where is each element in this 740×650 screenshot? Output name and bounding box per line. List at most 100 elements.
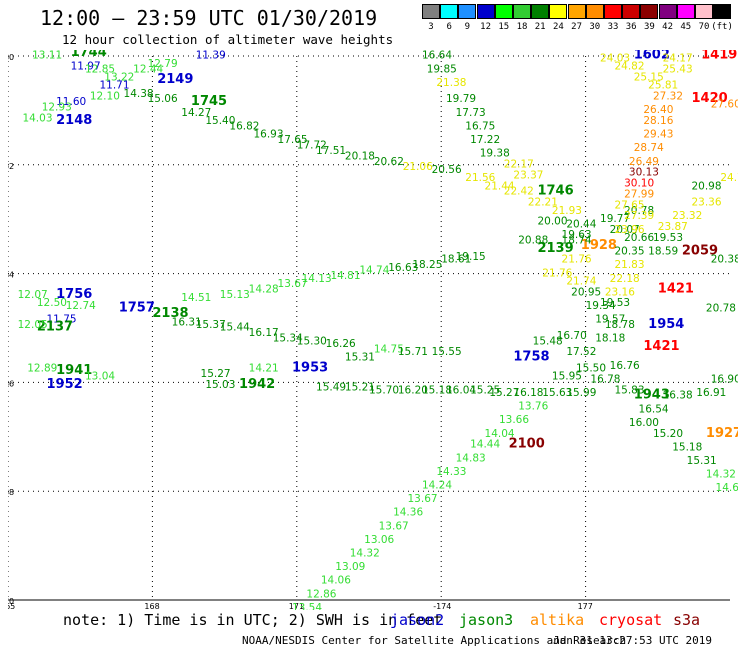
wave-height-label: 11.75: [47, 314, 77, 326]
wave-height-label: 16.04: [446, 384, 476, 396]
wave-height-label: 14.32: [350, 547, 380, 559]
wave-height-label: 21.44: [485, 180, 515, 192]
wave-height-label: 14.24: [422, 479, 452, 491]
wave-height-label: 20.07: [610, 224, 640, 236]
wave-height-label: 11.97: [71, 61, 101, 73]
lon-tick-label: 165: [8, 602, 15, 610]
wave-height-label: 12.50: [37, 297, 67, 309]
scale-label: 30: [589, 22, 601, 32]
wave-height-label: 15.06: [148, 93, 178, 105]
time-label: 1419: [701, 50, 737, 63]
wave-height-label: 20.38: [711, 254, 738, 266]
wave-height-label: 20.95: [571, 286, 601, 298]
wave-height-label: 12.86: [306, 588, 336, 600]
wave-height-label: 15.95: [552, 371, 582, 383]
wave-height-label: 15.31: [345, 352, 375, 364]
wave-height-label: 22.42: [504, 186, 534, 198]
scale-label: (ft): [711, 22, 733, 32]
wave-height-label: 26.49: [629, 156, 659, 168]
time-label: 2137: [37, 320, 73, 335]
wave-height-label: 18.74: [562, 235, 592, 247]
time-label: 1420: [691, 91, 727, 106]
wave-height-label: 12.93: [42, 101, 72, 113]
wave-height-label: 27.99: [624, 188, 654, 200]
wave-height-label: 16.63: [388, 262, 418, 274]
note-text: note: 1) Time is in UTC; 2) SWH is in fe…: [63, 611, 443, 629]
wave-height-label: 25.43: [663, 63, 693, 75]
scale-swatch: [658, 4, 677, 19]
wave-height-label: 14.51: [181, 292, 211, 304]
lat-tick-label: -68: [8, 488, 14, 497]
wave-height-label: 15.03: [205, 379, 235, 391]
wave-height-label: 14.75: [374, 343, 404, 355]
wave-height-label: 17.65: [278, 134, 308, 146]
scale-label: 3: [428, 22, 434, 32]
wave-height-label: 23.16: [605, 286, 635, 298]
wave-height-label: 15.27: [489, 387, 519, 399]
wave-height-label: 14.27: [181, 107, 211, 119]
wave-height-label: 16.54: [639, 403, 669, 415]
wave-height-label: 25.15: [634, 71, 664, 83]
wave-height-label: 21.76: [562, 254, 592, 266]
wave-height-label: 14.83: [456, 452, 486, 464]
wave-height-label: 19.63: [562, 229, 592, 241]
wave-height-label: 14.36: [393, 507, 423, 519]
wave-height-label: 14.33: [436, 466, 466, 478]
scale-swatch: [458, 4, 477, 19]
wave-height-label: 23.37: [513, 169, 543, 181]
page-subtitle: 12 hour collection of altimeter wave hei…: [62, 32, 394, 47]
wave-height-label: 12.44: [133, 63, 163, 75]
time-label: 2149: [157, 72, 193, 87]
wave-height-label: 14.38: [124, 88, 154, 100]
time-label: 2059: [682, 244, 718, 259]
wave-height-label: 15.31: [687, 455, 717, 467]
wave-height-label: 16.00: [629, 417, 659, 429]
wave-height-label: 12.05: [18, 319, 48, 331]
time-label: 1758: [513, 350, 549, 365]
wave-height-label: 20.78: [624, 205, 654, 217]
scale-label: 9: [464, 22, 471, 32]
time-label: 1421: [643, 339, 679, 354]
scale-label: 24: [552, 22, 564, 32]
wave-height-label: 24.03: [600, 52, 630, 64]
wave-height-label: 23.32: [672, 210, 702, 222]
scale-swatch: [713, 4, 732, 19]
wave-height-label: 13.76: [518, 401, 548, 413]
wave-height-label: 21.38: [436, 77, 466, 89]
wave-height-label: 20.66: [624, 232, 654, 244]
page-title: 12:00 – 23:59 UTC 01/30/2019: [40, 6, 378, 30]
legend-s3a: s3a: [673, 611, 701, 629]
wave-height-label: 17.52: [566, 346, 596, 358]
wave-height-label: 13.11: [32, 50, 62, 62]
wave-height-label: 24.82: [614, 61, 644, 73]
scale-swatch: [549, 4, 568, 19]
wave-height-label: 29.43: [643, 129, 673, 141]
lat-tick-label: -62: [8, 162, 14, 171]
wave-height-label: 12.74: [66, 300, 96, 312]
time-label: 1928: [581, 238, 617, 253]
wave-height-label: 27.65: [614, 199, 644, 211]
lon-tick-label: 177: [578, 602, 593, 610]
wave-height-label: 17.72: [297, 139, 327, 151]
wave-height-label: 15.48: [533, 335, 563, 347]
wave-height-label: 27.60: [711, 99, 738, 111]
wave-height-label: 19.34: [586, 300, 616, 312]
credit-text: NOAA/NESDIS Center for Satellite Applica…: [242, 634, 627, 647]
time-label: 1942: [239, 377, 275, 392]
wave-height-label: 16.75: [465, 120, 495, 132]
scale-label: 21: [534, 22, 546, 32]
time-label: 2100: [509, 437, 545, 452]
wave-height-label: 16.20: [398, 384, 428, 396]
wave-height-label: 23.36: [691, 197, 721, 209]
wave-height-label: 12.85: [85, 63, 115, 75]
wave-height-label: 15.25: [470, 384, 500, 396]
time-label: 1421: [658, 282, 694, 297]
wave-height-label: 18.18: [595, 333, 625, 345]
wave-height-label: 15.83: [614, 384, 644, 396]
wave-height-label: 24.7: [720, 172, 738, 184]
wave-height-label: 23.96: [614, 224, 644, 236]
legend-cryosat: cryosat: [599, 611, 663, 629]
wave-height-label: 25.81: [648, 80, 678, 92]
wave-height-label: 15.21: [345, 382, 375, 394]
scale-swatch: [640, 4, 659, 19]
